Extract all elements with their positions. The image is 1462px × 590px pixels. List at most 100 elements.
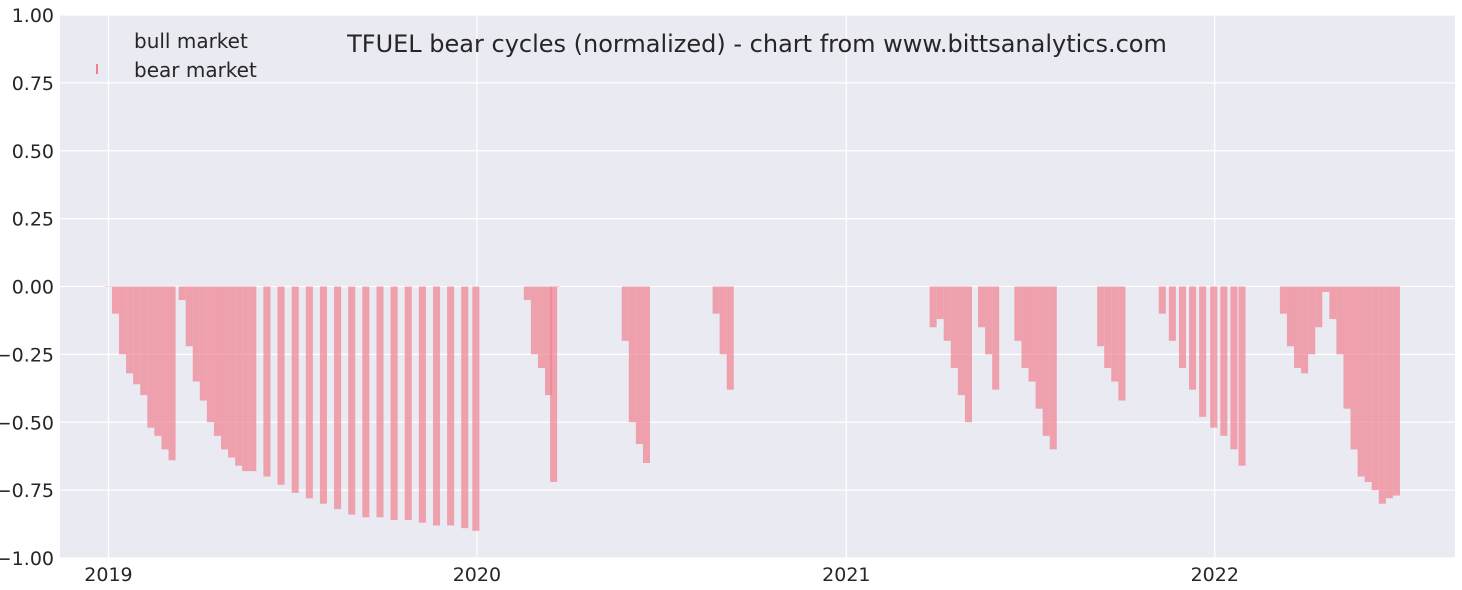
bar bbox=[1357, 286, 1365, 477]
bar bbox=[126, 286, 134, 374]
bar bbox=[929, 286, 937, 328]
bar bbox=[1035, 286, 1043, 409]
bar bbox=[192, 286, 200, 382]
bar bbox=[1293, 286, 1302, 368]
bar bbox=[1238, 286, 1246, 466]
bar bbox=[936, 286, 944, 320]
bar bbox=[376, 286, 384, 518]
bar bbox=[550, 286, 558, 482]
bar bbox=[978, 286, 986, 328]
bar bbox=[390, 286, 398, 520]
bar bbox=[1104, 286, 1112, 368]
bar bbox=[964, 286, 972, 423]
bar bbox=[161, 286, 169, 450]
bar bbox=[1028, 286, 1036, 382]
bar bbox=[1315, 286, 1323, 328]
bar bbox=[1014, 286, 1022, 341]
bar bbox=[461, 286, 469, 529]
bar bbox=[992, 286, 1000, 390]
x-tick-label: 2019 bbox=[84, 564, 132, 586]
bar bbox=[1042, 286, 1050, 436]
bar bbox=[472, 286, 480, 531]
bar bbox=[1385, 286, 1393, 499]
bar bbox=[404, 286, 412, 520]
bar bbox=[447, 286, 455, 526]
bar bbox=[348, 286, 356, 515]
bar bbox=[1168, 286, 1176, 341]
bar bbox=[712, 286, 720, 314]
y-tick-label: −0.75 bbox=[0, 480, 54, 502]
bar bbox=[206, 286, 214, 423]
bar bbox=[1301, 286, 1309, 374]
bar bbox=[140, 286, 148, 396]
bar bbox=[1189, 286, 1197, 390]
y-tick-label: −1.00 bbox=[0, 548, 54, 570]
bar bbox=[642, 286, 650, 463]
bar bbox=[1392, 286, 1400, 496]
bear-market-bars bbox=[104, 286, 1400, 531]
y-tick-label: 0.75 bbox=[12, 73, 54, 95]
bar bbox=[985, 286, 993, 355]
bar bbox=[154, 286, 162, 436]
bar bbox=[362, 286, 370, 518]
y-tick-label: 0.25 bbox=[12, 209, 54, 231]
bar bbox=[545, 286, 553, 396]
x-tick-label: 2022 bbox=[1191, 564, 1239, 586]
bar bbox=[185, 286, 193, 347]
bar bbox=[719, 286, 727, 355]
bar bbox=[133, 286, 141, 385]
bar bbox=[104, 286, 112, 287]
bar bbox=[1210, 286, 1218, 428]
bar bbox=[111, 286, 120, 314]
bar bbox=[530, 286, 538, 355]
bar bbox=[242, 286, 250, 472]
legend-swatch-bear bbox=[96, 64, 98, 74]
bar bbox=[1049, 286, 1057, 450]
bar bbox=[1279, 286, 1287, 314]
bar bbox=[1178, 286, 1186, 368]
x-axis: 2019 2020 2021 2022 bbox=[84, 564, 1239, 586]
x-tick-label: 2020 bbox=[453, 564, 501, 586]
bar bbox=[1308, 286, 1316, 355]
bar bbox=[628, 286, 636, 423]
bar bbox=[1364, 286, 1372, 482]
bar bbox=[305, 286, 313, 499]
legend-label: bear market bbox=[134, 58, 257, 82]
bar bbox=[1350, 286, 1358, 450]
y-tick-label: 1.00 bbox=[12, 5, 54, 27]
bar bbox=[291, 286, 299, 493]
legend-label: bull market bbox=[134, 29, 248, 53]
bar bbox=[950, 286, 958, 368]
legend: bull market bear market bbox=[96, 29, 257, 82]
bar bbox=[957, 286, 965, 396]
bar bbox=[1286, 286, 1294, 347]
bar bbox=[1336, 286, 1344, 355]
bar bbox=[943, 286, 951, 341]
bar bbox=[1230, 286, 1238, 450]
bar bbox=[726, 286, 734, 390]
bar bbox=[1329, 286, 1337, 320]
bar bbox=[1220, 286, 1228, 436]
bar bbox=[168, 286, 176, 461]
y-tick-label: 0.00 bbox=[12, 277, 54, 299]
y-axis: 1.00 0.75 0.50 0.25 0.00 −0.25 −0.50 −0.75 −1.00 bbox=[0, 5, 54, 570]
bar bbox=[1199, 286, 1207, 417]
bar bbox=[1118, 286, 1126, 401]
y-tick-label: −0.50 bbox=[0, 412, 54, 434]
bar bbox=[199, 286, 207, 401]
chart-title: TFUEL bear cycles (normalized) - chart f… bbox=[346, 30, 1167, 58]
bar bbox=[319, 286, 327, 504]
bar bbox=[432, 286, 441, 526]
bar bbox=[621, 286, 629, 341]
bar bbox=[147, 286, 155, 428]
bar bbox=[1343, 286, 1351, 409]
bar bbox=[277, 286, 285, 485]
bar bbox=[228, 286, 236, 458]
bar bbox=[553, 286, 561, 287]
bar bbox=[213, 286, 222, 436]
bar bbox=[523, 286, 531, 301]
bar bbox=[1322, 286, 1330, 292]
y-tick-label: −0.25 bbox=[0, 344, 54, 366]
bar bbox=[221, 286, 229, 450]
